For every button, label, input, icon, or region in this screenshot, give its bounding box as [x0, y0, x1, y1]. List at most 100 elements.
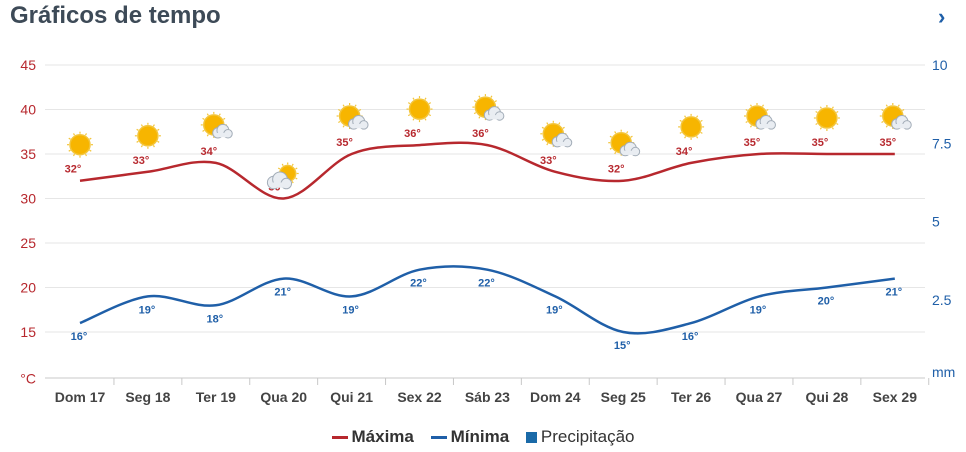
sun-ray	[428, 114, 432, 117]
data-label-max: 36°	[404, 128, 421, 140]
cloud-base	[487, 115, 502, 120]
sun-ray	[609, 147, 612, 150]
sun-ray	[295, 177, 298, 180]
legend-item-min[interactable]: Mínima	[430, 427, 509, 447]
sun-ray	[885, 125, 888, 128]
x-tick-label: Dom 24	[530, 389, 581, 405]
sun-ray	[881, 120, 884, 124]
sun-ray	[679, 119, 682, 122]
cloud-icon	[483, 106, 505, 121]
sun-ray	[679, 131, 682, 134]
data-label-max: 35°	[812, 137, 829, 149]
data-label-max: 33°	[133, 155, 150, 167]
cloud-icon	[755, 115, 776, 130]
sun-ray	[761, 104, 765, 107]
sun-ray	[354, 104, 357, 107]
data-label-min: 19°	[342, 304, 359, 316]
y-left-tick-label: 40	[20, 102, 36, 118]
data-label-max: 34°	[676, 146, 693, 158]
data-label-min: 16°	[71, 331, 88, 343]
legend-item-max[interactable]: Máxima	[331, 426, 414, 447]
sun-ray	[89, 137, 92, 140]
sun-ray	[614, 131, 617, 134]
x-tick-label: Ter 26	[671, 389, 711, 405]
data-label-max: 32°	[65, 164, 82, 176]
sun-ray	[136, 128, 139, 131]
y-left-tick-label: 35	[20, 146, 36, 162]
sun-ray	[749, 104, 753, 107]
x-tick-label: Sex 22	[397, 389, 442, 405]
data-label-min: 19°	[546, 304, 563, 316]
cloud-icon	[891, 115, 912, 130]
sun-ray	[614, 151, 617, 155]
data-label-min: 21°	[274, 287, 291, 299]
sun-ray	[473, 100, 477, 103]
sun-ray	[291, 163, 294, 167]
x-tick-label: Dom 17	[55, 389, 106, 405]
sun-icon	[67, 131, 93, 158]
sun-disc	[408, 98, 431, 120]
cloud-base	[895, 124, 909, 129]
x-tick-label: Qua 27	[736, 389, 783, 405]
sun-ray	[424, 118, 427, 121]
y-right-tick-label: 2.5	[932, 292, 952, 308]
x-tick-label: Ter 19	[196, 389, 236, 405]
sun-ray	[412, 118, 415, 121]
sun-ray	[358, 108, 362, 112]
sun-ray	[295, 167, 298, 170]
sun-ray	[206, 134, 209, 137]
x-tick-label: Qua 20	[260, 389, 307, 405]
series-line-min	[79, 265, 895, 335]
sun-ray	[157, 140, 160, 143]
data-label-max: 35°	[879, 137, 896, 149]
sun-ray	[836, 110, 839, 114]
y-right-tick-label: 5	[932, 214, 940, 230]
chart-legend: Máxima Mínima Precipitação	[0, 426, 966, 447]
cloud-icon	[619, 141, 641, 157]
legend-max-label: Máxima	[351, 426, 414, 446]
sun-ray	[157, 128, 160, 131]
sun-ray	[558, 122, 561, 125]
sun-ray	[218, 113, 221, 116]
sun-ray	[541, 126, 545, 129]
sun-ray	[478, 116, 481, 119]
sun-icon	[134, 122, 161, 149]
chevron-right-icon[interactable]: ›	[938, 4, 946, 29]
sun-ray	[745, 120, 748, 124]
sun-ray	[819, 127, 822, 130]
cloud-base	[623, 150, 638, 155]
sun-disc	[69, 133, 91, 156]
sun-ray	[277, 167, 281, 170]
data-label-max: 36°	[472, 128, 489, 140]
sun-disc	[680, 116, 702, 138]
legend-precip-label: Precipitação	[540, 426, 635, 446]
sun-ray	[223, 117, 226, 120]
data-label-min: 22°	[410, 278, 427, 290]
sun-ray	[424, 97, 427, 100]
sun-ray	[72, 133, 76, 136]
y-left-tick-label: 15	[20, 324, 36, 340]
sun-ray	[881, 108, 884, 112]
legend-item-precip[interactable]: Precipitação	[525, 426, 635, 447]
sun-ray	[202, 117, 205, 120]
x-tick-label: Qui 28	[806, 389, 849, 405]
sun-ray	[281, 163, 284, 167]
sun-ray	[291, 180, 294, 184]
data-label-min: 19°	[139, 304, 156, 316]
data-label-max: 33°	[540, 155, 557, 167]
sun-ray	[407, 102, 411, 105]
data-label-min: 18°	[206, 313, 223, 325]
sun-ray	[140, 124, 143, 127]
data-label-min: 20°	[818, 296, 835, 308]
y-left-tick-label: 20	[20, 280, 36, 296]
sun-disc	[816, 107, 838, 129]
x-tick-label: Sex 29	[873, 389, 918, 405]
sun-ray	[546, 122, 549, 125]
sun-ray	[494, 100, 497, 103]
sun-ray	[902, 108, 905, 112]
y-right-tick-label: 10	[932, 57, 948, 73]
sun-ray	[831, 106, 834, 109]
y-left-unit: °C	[20, 371, 36, 387]
sun-ray	[815, 122, 818, 126]
sun-ray	[626, 131, 629, 134]
